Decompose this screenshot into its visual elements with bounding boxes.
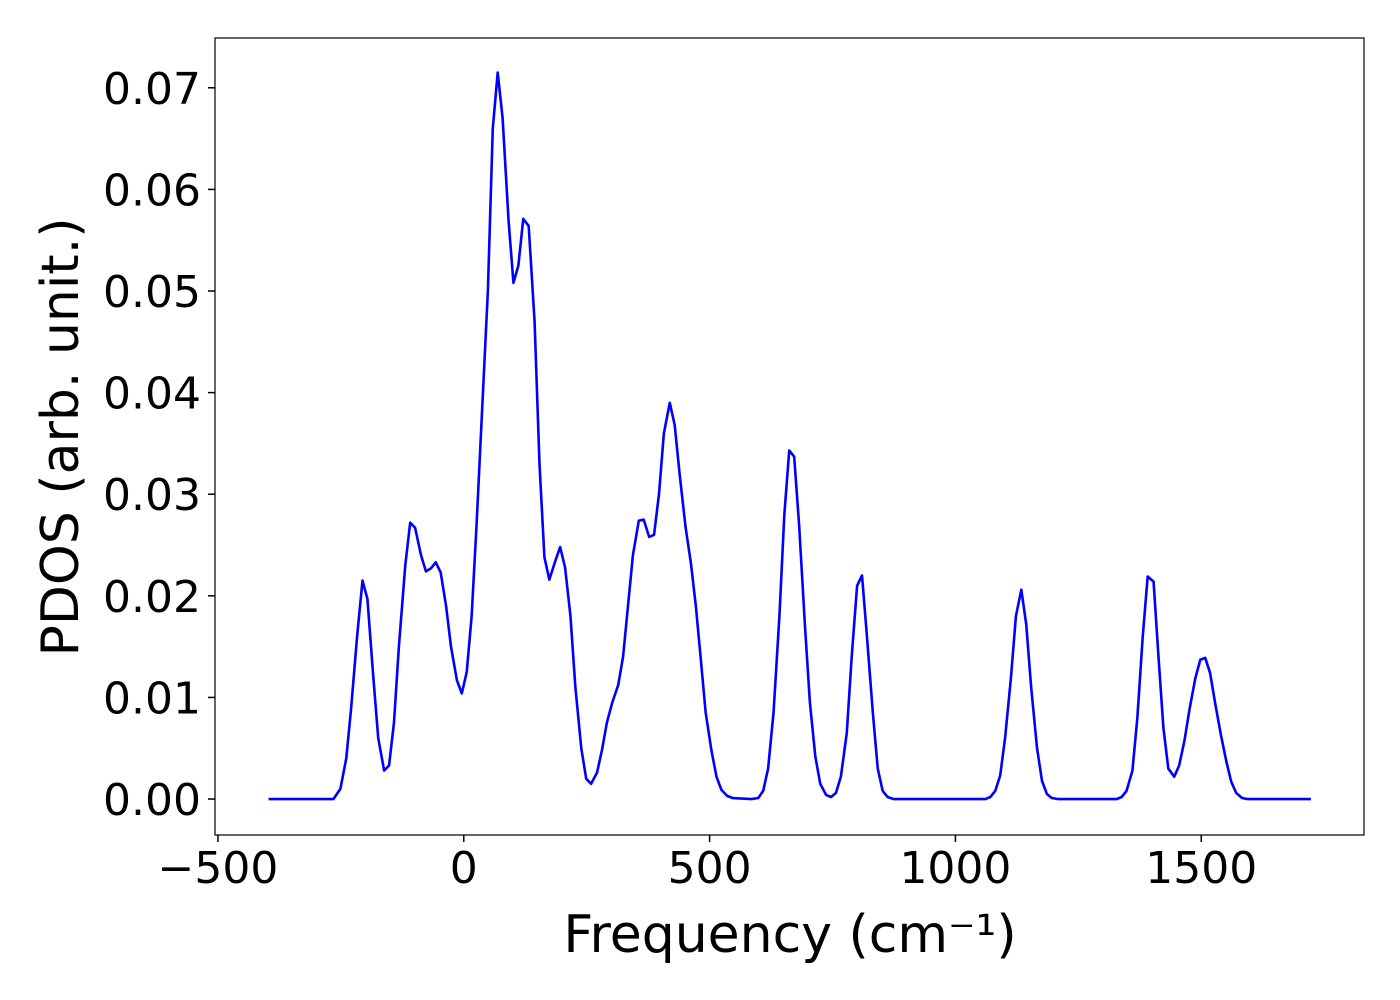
y-tick-label: 0.01 — [103, 673, 201, 724]
y-axis-label: PDOS (arb. unit.) — [31, 217, 91, 656]
x-tick-label: −500 — [158, 843, 279, 894]
y-tick-label: 0.04 — [103, 369, 201, 420]
y-tick-label: 0.07 — [103, 64, 201, 115]
plot-frame — [214, 37, 1365, 836]
x-tick-label: 1500 — [1145, 843, 1257, 894]
y-tick-label: 0.05 — [103, 267, 201, 318]
y-tick-label: 0.06 — [103, 165, 201, 216]
y-tick-label: 0.02 — [103, 572, 201, 623]
data-line — [268, 71, 1311, 801]
x-tick-label: 0 — [450, 843, 478, 894]
y-tick-label: 0.03 — [103, 470, 201, 521]
x-axis-label: Frequency (cm⁻¹) — [563, 905, 1016, 965]
y-tick-label: 0.00 — [103, 775, 201, 826]
x-tick-label: 500 — [668, 843, 752, 894]
x-tick-label: 1000 — [899, 843, 1011, 894]
